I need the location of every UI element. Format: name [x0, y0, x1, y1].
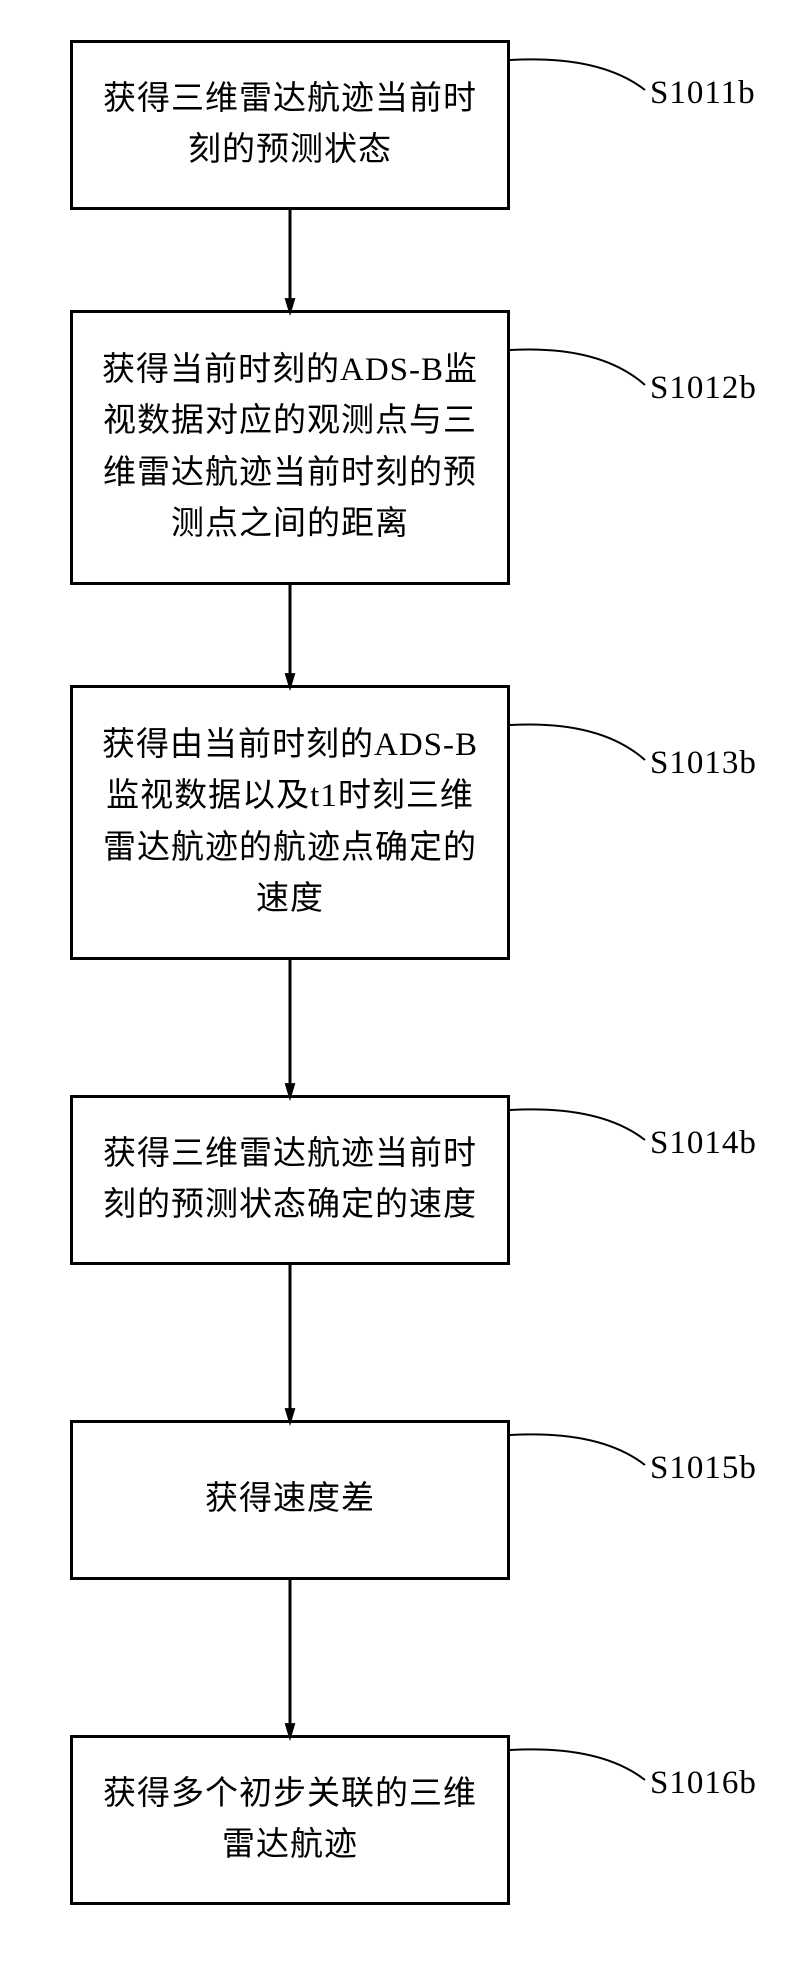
step-box-s1016b: 获得多个初步关联的三维雷达航迹	[70, 1735, 510, 1905]
step-box-s1012b: 获得当前时刻的ADS-B监视数据对应的观测点与三维雷达航迹当前时刻的预测点之间的…	[70, 310, 510, 585]
step-text: 获得由当前时刻的ADS-B监视数据以及t1时刻三维雷达航迹的航迹点确定的速度	[97, 720, 483, 925]
step-label-s1013b: S1013b	[650, 745, 757, 782]
step-text: 获得三维雷达航迹当前时刻的预测状态	[97, 74, 483, 176]
step-text: 获得当前时刻的ADS-B监视数据对应的观测点与三维雷达航迹当前时刻的预测点之间的…	[97, 345, 483, 550]
step-label-s1015b: S1015b	[650, 1450, 757, 1487]
step-box-s1011b: 获得三维雷达航迹当前时刻的预测状态	[70, 40, 510, 210]
step-box-s1015b: 获得速度差	[70, 1420, 510, 1580]
step-box-s1013b: 获得由当前时刻的ADS-B监视数据以及t1时刻三维雷达航迹的航迹点确定的速度	[70, 685, 510, 960]
step-label-s1014b: S1014b	[650, 1125, 757, 1162]
step-text: 获得多个初步关联的三维雷达航迹	[97, 1769, 483, 1871]
step-text: 获得速度差	[205, 1474, 375, 1525]
step-box-s1014b: 获得三维雷达航迹当前时刻的预测状态确定的速度	[70, 1095, 510, 1265]
step-text: 获得三维雷达航迹当前时刻的预测状态确定的速度	[97, 1129, 483, 1231]
flowchart-canvas: 获得三维雷达航迹当前时刻的预测状态 获得当前时刻的ADS-B监视数据对应的观测点…	[0, 0, 800, 1968]
step-label-s1012b: S1012b	[650, 370, 757, 407]
step-label-s1016b: S1016b	[650, 1765, 757, 1802]
connectors-overlay	[0, 0, 800, 1968]
step-label-s1011b: S1011b	[650, 75, 756, 112]
